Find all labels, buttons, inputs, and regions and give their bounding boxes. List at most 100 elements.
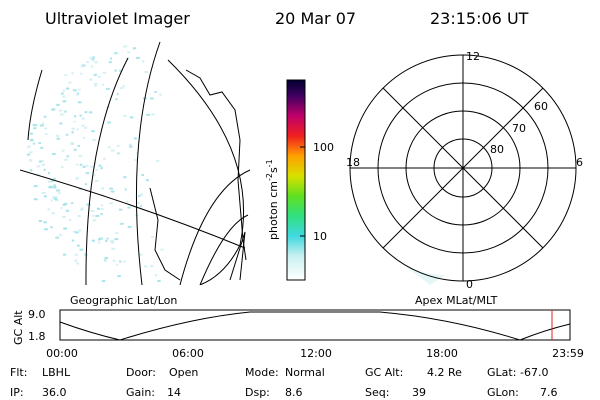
speckle <box>157 279 161 282</box>
status-label: Seq: <box>365 386 389 399</box>
speckle <box>98 237 103 240</box>
speckle <box>123 45 127 48</box>
status-panel: Flt: LBHL Door: Open Mode: Normal GC Alt: 4.2 R… <box>10 366 558 399</box>
colorbar-tick-label: 100 <box>313 141 334 154</box>
speckle <box>98 238 101 241</box>
speckle <box>128 143 132 146</box>
speckle <box>54 197 58 200</box>
speckle <box>39 124 44 127</box>
speckle <box>110 240 114 243</box>
speckle <box>43 115 47 118</box>
speckle <box>90 65 94 68</box>
speckle <box>34 124 38 127</box>
speckle <box>104 259 107 262</box>
speckle <box>110 241 115 244</box>
speckle <box>53 177 56 180</box>
speckle <box>33 127 37 130</box>
speckle <box>95 214 100 217</box>
exponent: -1 <box>265 159 274 167</box>
speckle <box>149 97 154 100</box>
speckle <box>51 108 55 111</box>
speckle <box>127 51 131 54</box>
speckle <box>79 208 84 211</box>
speckle <box>54 199 59 202</box>
speckle <box>81 117 85 120</box>
speckle <box>146 113 150 116</box>
speckle <box>115 231 119 234</box>
speckle <box>160 248 164 251</box>
speckle <box>104 257 108 260</box>
status-value: -67.0 <box>520 366 548 379</box>
polar-grid <box>349 54 577 285</box>
speckle <box>64 158 68 161</box>
speckle <box>79 248 84 251</box>
unit: photon cm <box>267 181 280 240</box>
speckle <box>62 95 66 98</box>
speckle <box>94 162 97 165</box>
speckle <box>123 260 126 263</box>
speckle <box>32 142 36 145</box>
speckle <box>126 200 129 203</box>
speckle <box>141 174 144 177</box>
speckle <box>93 61 98 64</box>
speckle <box>44 127 48 130</box>
speckle <box>127 206 131 209</box>
speckle <box>141 60 145 63</box>
status-label: Door: <box>126 366 156 379</box>
speckle <box>82 165 86 168</box>
speckle <box>84 111 88 114</box>
speckle <box>130 116 134 119</box>
speckle <box>40 160 45 163</box>
speckle <box>59 122 63 125</box>
speckle <box>56 189 60 192</box>
speckle <box>107 121 111 124</box>
speckle <box>55 236 60 239</box>
speckle <box>108 146 111 149</box>
speckle <box>55 134 60 137</box>
speckle <box>70 202 74 205</box>
speckle <box>94 84 97 87</box>
speckle <box>91 56 95 59</box>
speckle <box>73 115 77 118</box>
speckle <box>71 239 75 242</box>
speckle <box>41 163 46 166</box>
status-value: 8.6 <box>285 386 303 399</box>
speckle <box>26 153 31 156</box>
speckle <box>71 127 75 130</box>
speckle <box>118 208 123 211</box>
speckle <box>71 72 74 75</box>
status-label: GLat: <box>487 366 516 379</box>
y-tick-label: 1.8 <box>28 330 46 343</box>
status-value: Normal <box>285 366 325 379</box>
status-label: GC Alt: <box>365 366 403 379</box>
speckle <box>45 132 48 135</box>
speckle <box>77 92 80 95</box>
speckle <box>40 146 44 149</box>
speckle <box>74 259 78 262</box>
speckle <box>50 199 53 202</box>
altitude-frame <box>59 309 571 341</box>
speckle <box>61 149 65 152</box>
status-label: Flt: <box>10 366 27 379</box>
time: 23:15:06 UT <box>430 9 529 28</box>
exponent: -2 <box>265 173 274 181</box>
speckle <box>43 168 46 171</box>
speckle <box>33 198 38 201</box>
status-value: Open <box>169 366 198 379</box>
speckle <box>51 179 54 182</box>
speckle <box>88 111 93 114</box>
speckle <box>122 85 125 88</box>
speckle <box>43 221 47 224</box>
map-label: Apex MLat/MLT <box>415 294 498 307</box>
speckle <box>81 64 86 67</box>
speckle <box>60 207 63 210</box>
status-label: Mode: <box>245 366 279 379</box>
speckle <box>85 164 89 167</box>
x-tick-label: 12:00 <box>300 347 332 360</box>
speckle <box>119 260 122 263</box>
speckle <box>80 65 84 68</box>
status-label: GLon: <box>487 386 519 399</box>
speckle <box>76 244 80 247</box>
speckle <box>114 69 117 72</box>
speckle <box>61 215 66 218</box>
